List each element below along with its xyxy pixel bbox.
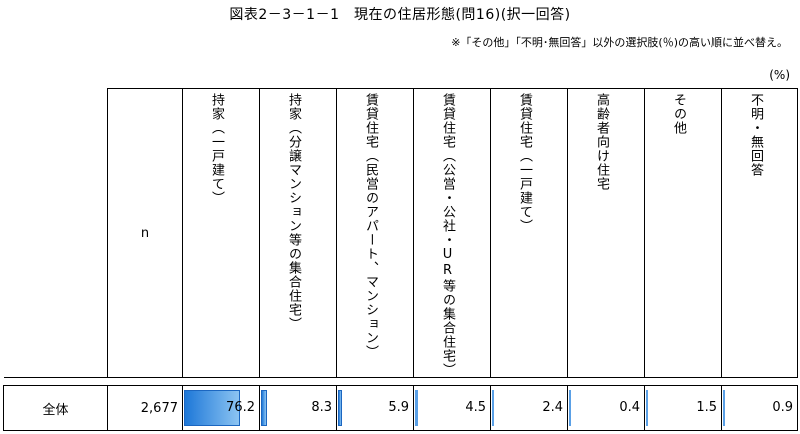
value-bar [569,390,571,426]
column-header: 持家（分譲マンション等の集合住宅） [259,88,337,378]
value-bar [415,390,419,426]
value-bar [184,390,241,426]
header-row: n 持家（一戸建て） 持家（分譲マンション等の集合住宅） 賃貸住宅（民営のアパー… [3,88,798,378]
column-header-label: 不明・無回答 [748,93,763,177]
value-bar [646,390,648,426]
value-label: 5.9 [388,400,409,415]
column-header: 賃貸住宅（民営のアパート、マンション） [336,88,414,378]
column-header: 持家（一戸建て） [182,88,260,378]
corner-cell [3,88,108,378]
column-header-label: 賃貸住宅（民営のアパート、マンション） [363,93,378,359]
spacer-row [3,377,798,386]
column-header-label: 賃貸住宅（一戸建て） [517,93,532,233]
value-cell: 2.4 [490,385,568,431]
column-header-label: 持家（一戸建て） [209,93,224,205]
value-label: 0.9 [772,400,793,415]
value-cell: 76.2 [182,385,260,431]
value-label: 8.3 [311,400,332,415]
value-cell: 4.5 [413,385,491,431]
row-label: 全体 [3,385,108,431]
sort-note: ※「その他」「不明･無回答」以外の選択肢(％)の高い順に並べ替え。 [451,36,788,49]
value-label: 2.4 [542,400,563,415]
figure-title: 図表2－3－1－1 現在の住居形態(問16)(択一回答) [229,7,571,23]
value-cell: 0.4 [567,385,645,431]
value-label: 0.4 [619,400,640,415]
value-cell: 1.5 [644,385,722,431]
value-cell: 0.9 [721,385,798,431]
column-header: その他 [644,88,722,378]
column-header: 高齢者向け住宅 [567,88,645,378]
value-bar [723,390,725,426]
column-header: 賃貸住宅（公営・公社・UR等の集合住宅） [413,88,491,378]
column-header: 不明・無回答 [721,88,798,378]
value-bar [338,390,343,426]
value-label: 4.5 [465,400,486,415]
n-header: n [107,88,183,378]
unit-label: (%) [769,68,790,82]
column-header: 賃貸住宅（一戸建て） [490,88,568,378]
row-n: 2,677 [107,385,183,431]
value-cell: 8.3 [259,385,337,431]
column-header-label: 賃貸住宅（公営・公社・UR等の集合住宅） [440,93,455,377]
value-label: 76.2 [226,400,255,415]
value-cell: 5.9 [336,385,414,431]
table-row: 全体 2,677 76.2 8.3 5.9 4.5 2.4 0.4 1.5 0.… [3,385,798,431]
column-header-label: 持家（分譲マンション等の集合住宅） [286,93,301,331]
value-label: 1.5 [696,400,717,415]
results-table: n 持家（一戸建て） 持家（分譲マンション等の集合住宅） 賃貸住宅（民営のアパー… [3,88,798,431]
value-bar [261,390,268,426]
column-header-label: その他 [671,93,686,135]
column-header-label: 高齢者向け住宅 [594,93,609,191]
value-bar [492,390,494,426]
